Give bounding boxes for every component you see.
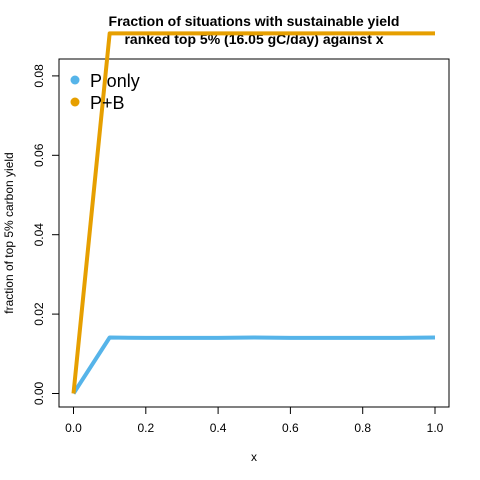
legend-marker-p-plus-b [70,97,80,107]
x-tick-label: 0.6 [282,421,299,435]
series-line-p-only [71,335,436,395]
y-tick-label: 0.04 [32,223,46,247]
y-axis-label: fraction of top 5% carbon yield [2,152,16,313]
legend-label-p-plus-b: P+B [90,93,125,113]
y-tick-label: 0.02 [32,302,46,326]
y-tick-label: 0.06 [32,143,46,167]
x-tick-label: 0.2 [137,421,154,435]
y-axis: 0.00 0.02 0.04 0.06 0.08 [32,64,59,405]
x-axis: 0.0 0.2 0.4 0.6 0.8 1.0 [65,407,444,435]
plot-frame [58,58,450,408]
series-layer [71,31,436,395]
y-tick-label: 0.08 [32,64,46,88]
chart-title-line-1: Fraction of situations with sustainable … [109,13,400,29]
x-tick-label: 1.0 [427,421,444,435]
x-axis-label: x [251,450,257,464]
x-tick-label: 0.8 [354,421,371,435]
x-tick-label: 0.4 [210,421,227,435]
x-tick-label: 0.0 [65,421,82,435]
y-tick-label: 0.00 [32,381,46,405]
series-line-p-plus-b [71,31,435,394]
legend-label-p-only: P only [90,71,140,91]
legend-marker-p-only [70,75,80,85]
legend: P only P+B [70,71,140,113]
